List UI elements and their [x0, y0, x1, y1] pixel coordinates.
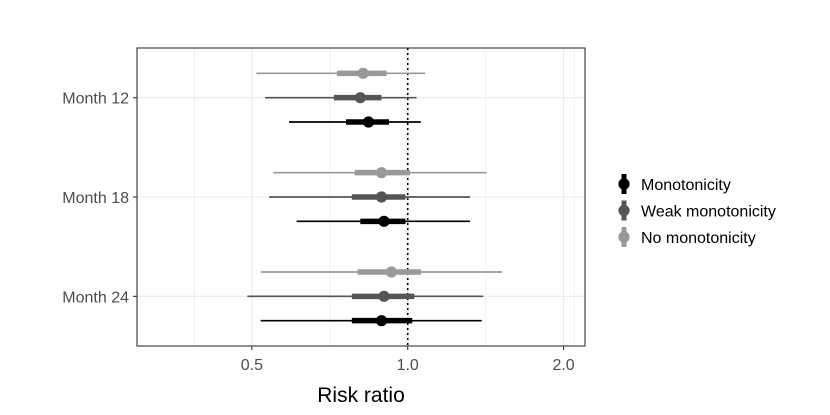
point-estimate — [362, 116, 375, 128]
legend-item: No monotonicity — [618, 227, 756, 247]
point-estimate — [375, 167, 388, 179]
y-axis: Month 12 Month 18 Month 24 — [62, 91, 137, 306]
legend-key-point — [618, 178, 630, 190]
legend-label: No monotonicity — [641, 230, 756, 247]
legend-label: Monotonicity — [641, 177, 731, 194]
data-series — [247, 67, 502, 327]
legend: Monotonicity Weak monotonicity No monotoni… — [618, 174, 776, 247]
point-estimate — [385, 266, 397, 278]
x-axis: 0.5 1.0 2.0 — [241, 346, 575, 374]
x-axis-title: Risk ratio — [317, 384, 405, 407]
series-monotonicity — [260, 116, 482, 327]
y-tick-label: Month 12 — [62, 91, 129, 108]
legend-label: Weak monotonicity — [641, 204, 776, 221]
y-tick-label: Month 18 — [62, 190, 129, 207]
x-tick-label: 2.0 — [552, 357, 574, 374]
point-estimate — [354, 92, 366, 104]
point-estimate — [378, 290, 390, 302]
point-estimate — [375, 315, 388, 327]
point-estimate — [357, 67, 369, 79]
point-estimate — [375, 191, 388, 203]
series-no-monotonicity — [256, 67, 502, 278]
legend-item: Monotonicity — [618, 174, 731, 194]
legend-key-point — [618, 204, 630, 217]
x-tick-label: 0.5 — [241, 357, 263, 374]
x-tick-label: 1.0 — [397, 357, 419, 374]
y-tick-label: Month 24 — [62, 289, 129, 306]
series-weak-monotonicity — [247, 92, 484, 302]
point-estimate — [378, 215, 390, 227]
legend-key-point — [618, 231, 630, 243]
legend-item: Weak monotonicity — [618, 200, 776, 221]
